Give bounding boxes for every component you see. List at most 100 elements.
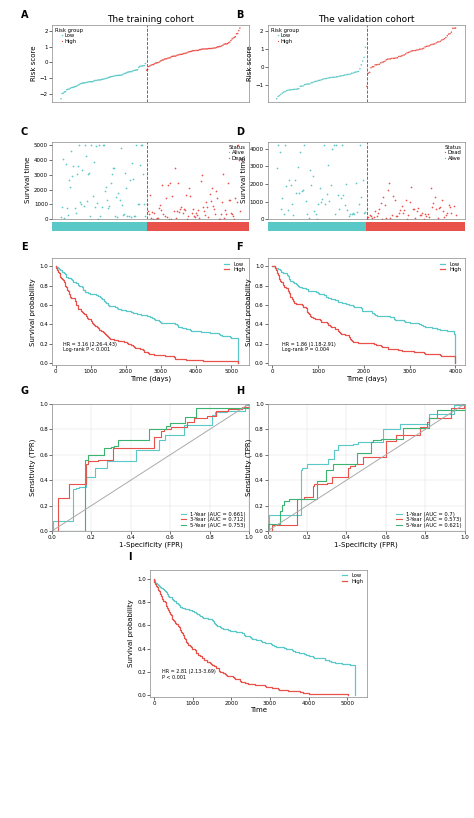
Point [185,45,193,58]
Legend: 1-Year (AUC = 0.7), 3-Year (AUC = 0.573), 5-Year (AUC = 0.621): 1-Year (AUC = 0.7), 3-Year (AUC = 0.573)… [396,511,462,528]
Point [96,138,103,151]
Point [351,208,358,221]
Point [298,184,306,197]
3-Year (AUC = 0.573) [265,526,271,536]
Point [109,162,117,175]
Point [115,187,122,200]
Point [434,35,441,48]
Point [173,49,181,62]
Point [234,27,241,40]
Point [356,62,364,75]
Point [84,168,92,181]
Point [151,206,158,219]
Point [100,73,108,86]
Point [334,189,342,202]
Point [194,44,202,57]
Point [326,71,333,84]
Point [405,46,412,59]
5-Year (AUC = 0.753) [209,403,214,413]
Point [167,212,175,225]
Point [201,209,209,222]
Point [136,60,144,73]
Low [359,305,365,315]
Point [154,211,162,224]
1-Year (AUC = 0.661) [225,407,230,417]
Point [295,187,303,200]
Point [349,207,357,220]
3-Year (AUC = 0.573) [393,429,399,439]
Point [232,192,239,205]
Point [212,185,220,198]
Point [441,32,448,45]
1-Year (AUC = 0.661) [181,430,187,440]
Point [450,21,458,34]
Point [79,164,86,177]
Point [429,196,437,209]
Point [327,178,335,191]
1-Year (AUC = 0.7) [331,454,337,464]
Point [102,72,110,85]
High [338,329,344,339]
Point [366,65,374,79]
Point [294,160,301,173]
Point [78,197,85,210]
5-Year (AUC = 0.621) [378,434,384,444]
1-Year (AUC = 0.7) [427,420,432,429]
Point [302,195,310,208]
3-Year (AUC = 0.712) [191,413,197,423]
Point [109,70,117,83]
Point [142,210,149,223]
5-Year (AUC = 0.753) [246,399,252,409]
1-Year (AUC = 0.7) [398,420,404,429]
Point [92,74,100,87]
Point [62,158,69,171]
5-Year (AUC = 0.621) [330,459,336,469]
Point [406,195,414,208]
Point [434,211,441,224]
5-Year (AUC = 0.621) [282,497,287,506]
Point [98,200,105,213]
1-Year (AUC = 0.661) [73,483,79,493]
Point [439,204,447,218]
Point [64,83,72,96]
1-Year (AUC = 0.7) [397,420,403,429]
Point [94,74,102,87]
3-Year (AUC = 0.712) [87,456,92,465]
5-Year (AUC = 0.621) [265,526,271,536]
Point [142,57,149,70]
Point [71,202,78,215]
Point [171,50,179,63]
Point [380,56,387,69]
Point [208,182,216,195]
Point [294,83,301,96]
Point [154,56,162,70]
Line: 3-Year (AUC = 0.712): 3-Year (AUC = 0.712) [52,404,249,531]
Point [99,138,107,151]
Point [432,203,440,216]
5-Year (AUC = 0.753) [101,443,107,452]
1-Year (AUC = 0.661) [216,407,221,417]
Point [153,56,161,70]
Point [182,189,190,202]
3-Year (AUC = 0.712) [151,443,156,453]
Point [146,60,154,73]
Point [170,204,177,218]
Y-axis label: Survival time: Survival time [25,157,31,204]
Point [198,169,205,182]
Point [223,38,230,51]
5-Year (AUC = 0.753) [115,435,120,445]
5-Year (AUC = 0.753) [146,435,151,445]
Point [276,146,283,159]
1-Year (AUC = 0.661) [242,400,247,410]
Point [295,82,303,95]
Point [367,61,375,74]
Low [352,690,358,699]
3-Year (AUC = 0.712) [55,493,61,503]
Point [426,211,433,224]
Point [217,40,225,53]
1-Year (AUC = 0.7) [381,425,386,434]
Y-axis label: Survival probability: Survival probability [246,278,252,345]
1-Year (AUC = 0.7) [428,409,433,419]
Point [428,38,436,51]
Y-axis label: Sensitivity (TPR): Sensitivity (TPR) [30,438,36,497]
